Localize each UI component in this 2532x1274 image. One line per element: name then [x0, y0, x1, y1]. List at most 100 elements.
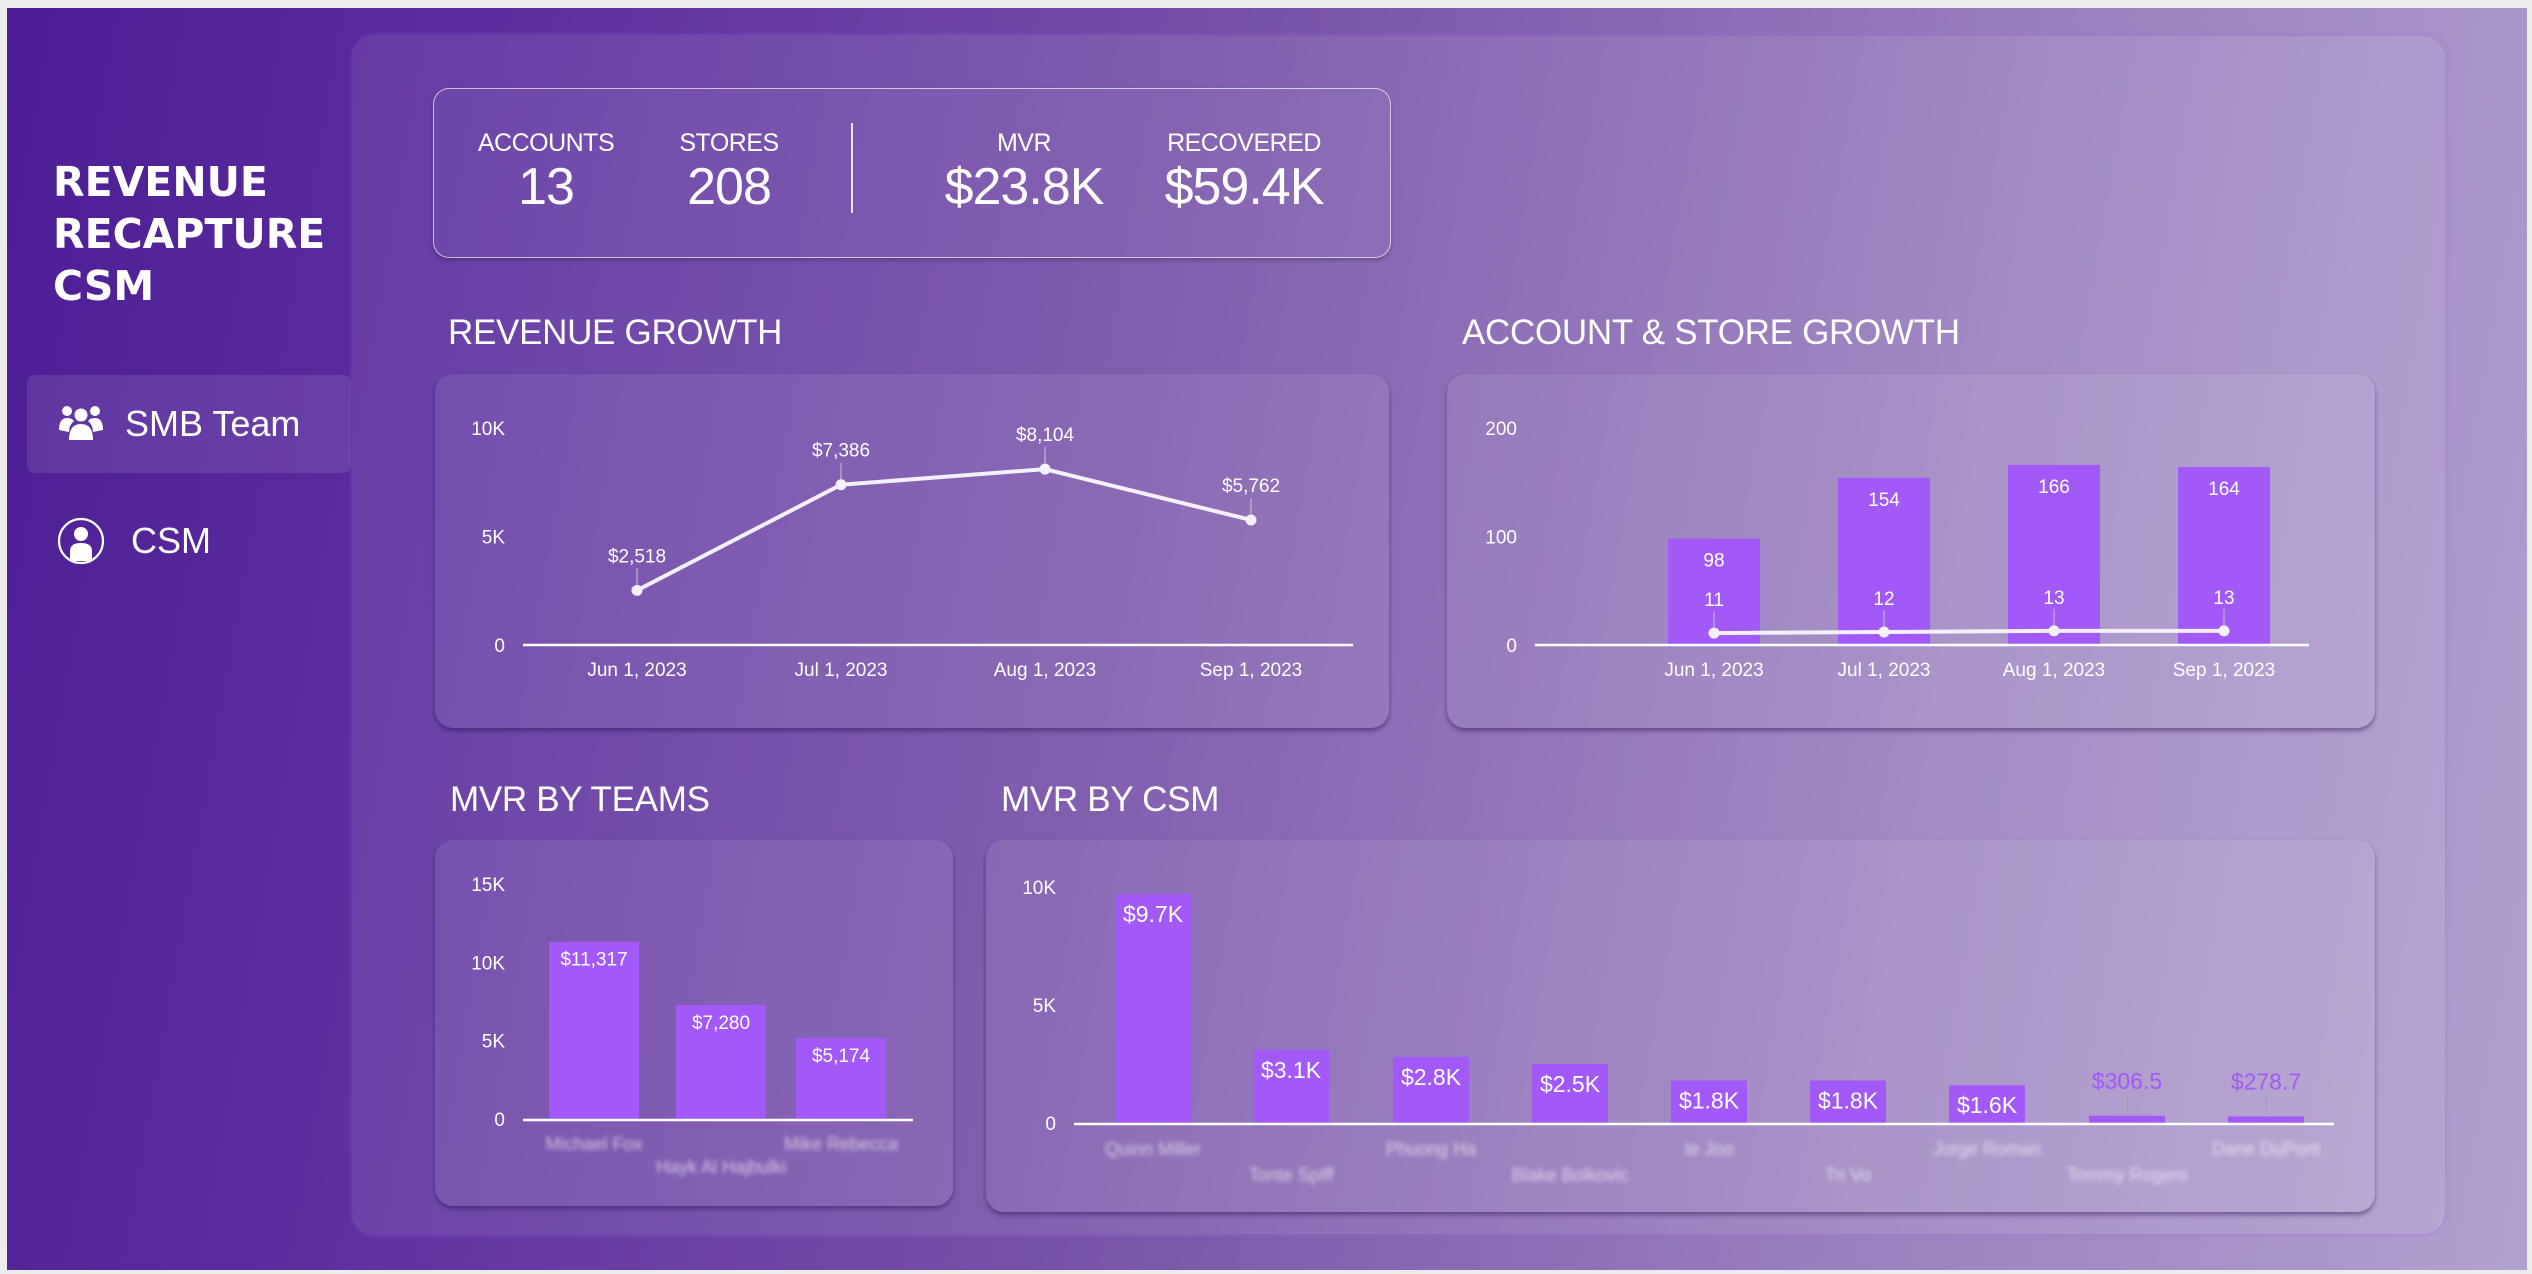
y-tick-label: 10K: [471, 419, 505, 440]
bar: [2089, 1115, 2165, 1123]
dashboard-frame: REVENUE RECAPTURE CSM SMB Team CSM: [7, 8, 2527, 1270]
y-tick-label: 10K: [1022, 878, 1056, 899]
kpi-mvr: MVR $23.8K: [924, 129, 1124, 216]
x-category-label: Jul 1, 2023: [1838, 660, 1931, 681]
sidebar-item-label: CSM: [131, 520, 211, 561]
bar-data-label: $5,174: [812, 1046, 871, 1067]
x-category-label: Mike Rebecca: [784, 1134, 899, 1154]
x-category-label: Jorge Roman: [1933, 1139, 2041, 1159]
line-data-label: $2,518: [608, 546, 666, 567]
section-title-mvr-by-csm: MVR BY CSM: [1001, 780, 1220, 819]
x-category-label: Hayk Al Hajbulki: [656, 1157, 786, 1177]
x-category-label: Jul 1, 2023: [795, 660, 888, 681]
bar-data-label: $7,280: [692, 1013, 750, 1034]
kpi-stores: STORES 208: [654, 129, 804, 216]
line-data-label: $8,104: [1016, 425, 1075, 446]
y-tick-label: 200: [1485, 419, 1517, 440]
line-data-label: $7,386: [812, 441, 870, 462]
mvr-by-teams-card: 0 5K 10K 15K $11,317 $7,280 $5,174 Michael Fox H…: [435, 840, 953, 1206]
bar-data-label: 98: [1703, 551, 1724, 572]
bar-data-label: $306.5: [2092, 1068, 2162, 1094]
kpi-value: 208: [687, 158, 772, 216]
user-circle-icon: [57, 517, 105, 565]
kpi-value: 13: [518, 158, 575, 216]
line-data-label: 11: [1704, 590, 1724, 611]
line-point: [1039, 463, 1051, 475]
revenue-growth-card: 0 5K 10K $2,518 $7,386 $8,104 $5,762 Jun 1, 202…: [435, 374, 1389, 728]
kpi-label: RECOVERED: [1167, 129, 1321, 157]
section-title-mvr-by-teams: MVR BY TEAMS: [450, 780, 710, 819]
bar: [1810, 1080, 1886, 1123]
bar: [549, 941, 639, 1119]
revenue-growth-chart: 0 5K 10K $2,518 $7,386 $8,104 $5,762 Jun 1, 202…: [471, 419, 1353, 681]
bar-data-label: 166: [2038, 477, 2070, 498]
app-title-line: RECAPTURE: [53, 210, 326, 258]
x-category-label: Dane DuPont: [2212, 1139, 2320, 1159]
bar-data-label: 164: [2208, 479, 2240, 500]
bar-data-label: $2.8K: [1401, 1064, 1462, 1090]
kpi-scorecard: ACCOUNTS 13 STORES 208 MVR $23.8K RECOVE…: [433, 88, 1391, 258]
section-title-account-store-growth: ACCOUNT & STORE GROWTH: [1462, 313, 1960, 352]
y-tick-label: 10K: [471, 953, 505, 974]
x-category-label: Michael Fox: [545, 1134, 642, 1154]
line-point: [1245, 514, 1257, 526]
bar-data-label: $278.7: [2231, 1068, 2301, 1094]
bar-data-label: $1.6K: [1957, 1092, 2018, 1118]
bar: [1949, 1085, 2025, 1123]
sidebar-item-label: SMB Team: [125, 403, 301, 444]
bar-data-label: $3.1K: [1261, 1057, 1322, 1083]
kpi-label: MVR: [996, 129, 1052, 157]
sidebar: REVENUE RECAPTURE CSM SMB Team CSM: [7, 8, 357, 1270]
app-title-line: REVENUE: [53, 158, 268, 206]
bar: [1115, 894, 1191, 1123]
y-tick-label: 5K: [1033, 996, 1057, 1017]
kpi-divider: [851, 123, 853, 213]
line-point: [1878, 626, 1890, 638]
sidebar-item-csm[interactable]: CSM: [27, 492, 351, 590]
bar-data-label: $11,317: [560, 950, 627, 971]
x-category-label: Jun 1, 2023: [587, 660, 686, 681]
line-point: [1708, 627, 1720, 639]
kpi-value: $23.8K: [944, 158, 1105, 216]
accounts-line: [1713, 628, 2224, 636]
x-category-label: Blake Bolkovic: [1511, 1165, 1628, 1185]
y-tick-label: 5K: [482, 1032, 506, 1053]
x-category-label: Aug 1, 2023: [994, 660, 1096, 681]
bar: [796, 1037, 886, 1119]
x-category-label: Jun 1, 2023: [1664, 660, 1763, 681]
y-tick-label: 5K: [482, 528, 506, 549]
y-tick-label: 15K: [471, 875, 505, 896]
account-store-growth-card: 0 100 200 98 154 166 164 11 12 13 13 Jun 1, 2023 Jul…: [1447, 374, 2375, 728]
y-tick-label: 0: [1045, 1114, 1056, 1135]
kpi-value: $59.4K: [1164, 158, 1325, 216]
x-category-label: Aug 1, 2023: [2003, 660, 2105, 681]
x-category-label: Sep 1, 2023: [2173, 660, 2275, 681]
bar-data-label: $1.8K: [1679, 1088, 1740, 1114]
x-category-label: Sep 1, 2023: [1200, 660, 1302, 681]
app-title: REVENUE RECAPTURE CSM: [53, 156, 353, 312]
x-category-label: Tommy Rogers: [2066, 1165, 2187, 1185]
mvr-by-csm-card: 0 5K 10K $9.7K $3.1K $2.8K $2.5K $1.8K $1.8K $1.6…: [986, 840, 2375, 1212]
sidebar-item-smb-team[interactable]: SMB Team: [27, 375, 351, 473]
section-title-revenue-growth: REVENUE GROWTH: [448, 313, 783, 352]
y-tick-label: 0: [494, 1110, 505, 1131]
bar: [1253, 1049, 1329, 1123]
kpi-accounts: ACCOUNTS 13: [456, 129, 636, 216]
app-title-line: CSM: [53, 262, 155, 310]
bar-data-label: $2.5K: [1540, 1071, 1601, 1097]
y-tick-label: 0: [1506, 636, 1517, 657]
y-tick-label: 100: [1485, 528, 1517, 549]
bar: [1671, 1080, 1747, 1123]
y-tick-label: 0: [494, 636, 505, 657]
bar: [676, 1004, 766, 1119]
kpi-label: STORES: [679, 129, 779, 157]
x-category-label: Ie Joo: [1684, 1139, 1733, 1159]
team-icon: [59, 406, 103, 440]
line-point: [2048, 625, 2060, 637]
revenue-line: [636, 467, 1252, 593]
x-category-label: Quinn Miller: [1105, 1139, 1201, 1159]
line-data-label: 12: [1873, 589, 1894, 610]
x-category-label: Tonte Spiff: [1249, 1165, 1335, 1185]
mvr-by-csm-chart: 0 5K 10K $9.7K $3.1K $2.8K $2.5K $1.8K $1.8K $1.6…: [1022, 878, 2334, 1185]
line-data-label: $5,762: [1222, 476, 1280, 497]
